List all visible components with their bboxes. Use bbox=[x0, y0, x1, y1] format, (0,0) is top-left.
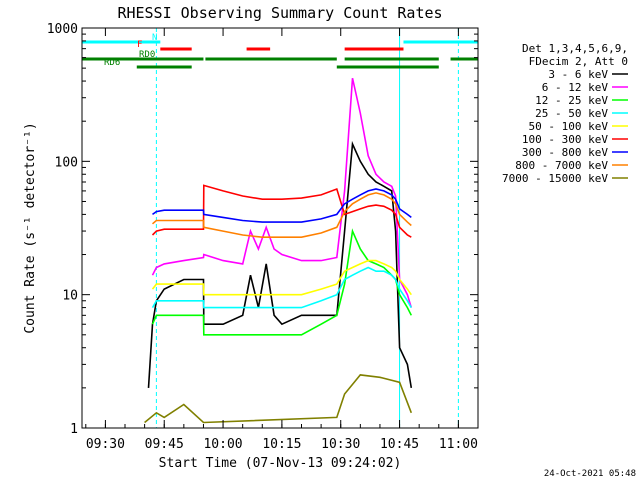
y-tick-label: 10 bbox=[62, 289, 78, 304]
x-tick-label: 10:30 bbox=[321, 437, 360, 452]
state-label-f: F bbox=[137, 40, 142, 50]
x-tick-label: 11:00 bbox=[439, 437, 478, 452]
legend-item-1: 6 - 12 keV bbox=[542, 81, 609, 94]
legend: Det 1,3,4,5,6,9,FDecim 2, Att 03 - 6 keV… bbox=[502, 42, 628, 185]
legend-header-line: FDecim 2, Att 0 bbox=[529, 55, 628, 68]
series-line-7 bbox=[151, 192, 412, 238]
plot-frame bbox=[81, 27, 479, 429]
series-line-8 bbox=[144, 374, 413, 424]
timestamp: 24-Oct-2021 05:48 bbox=[544, 469, 636, 479]
series-line-2 bbox=[151, 228, 413, 336]
legend-item-7: 800 - 7000 keV bbox=[515, 159, 608, 172]
legend-item-6: 300 - 800 keV bbox=[522, 146, 608, 159]
x-tick-label: 10:45 bbox=[380, 437, 419, 452]
chart-title: RHESSI Observing Summary Count Rates bbox=[117, 4, 442, 22]
x-tick-label: 10:00 bbox=[203, 437, 242, 452]
x-tick-label: 10:15 bbox=[262, 437, 301, 452]
state-label-rd6: RD6 bbox=[104, 58, 120, 68]
legend-item-2: 12 - 25 keV bbox=[535, 94, 608, 107]
y-axis-label: Count Rate (s⁻¹ detector⁻¹) bbox=[23, 122, 38, 333]
legend-item-8: 7000 - 15000 keV bbox=[502, 172, 608, 185]
legend-item-0: 3 - 6 keV bbox=[548, 68, 608, 81]
state-label-rd0: RD0 bbox=[139, 50, 155, 60]
series-line-6 bbox=[152, 188, 412, 223]
legend-item-3: 25 - 50 keV bbox=[535, 107, 608, 120]
series-line-4 bbox=[151, 259, 412, 296]
series-line-0 bbox=[147, 140, 413, 389]
x-tick-label: 09:45 bbox=[145, 437, 184, 452]
x-axis-label: Start Time (07-Nov-13 09:24:02) bbox=[159, 456, 402, 471]
series-line-1 bbox=[151, 78, 413, 308]
series-line-3 bbox=[151, 266, 412, 309]
series-line-5 bbox=[151, 184, 412, 238]
y-tick-label: 1 bbox=[70, 422, 78, 437]
legend-header-line: Det 1,3,4,5,6,9, bbox=[522, 42, 628, 55]
y-tick-label: 100 bbox=[55, 155, 78, 170]
x-tick-label: 09:30 bbox=[86, 437, 125, 452]
y-tick-label: 1000 bbox=[47, 22, 78, 37]
legend-item-5: 100 - 300 keV bbox=[522, 133, 608, 146]
legend-item-4: 50 - 100 keV bbox=[529, 120, 609, 133]
state-label-n: N bbox=[152, 33, 157, 43]
